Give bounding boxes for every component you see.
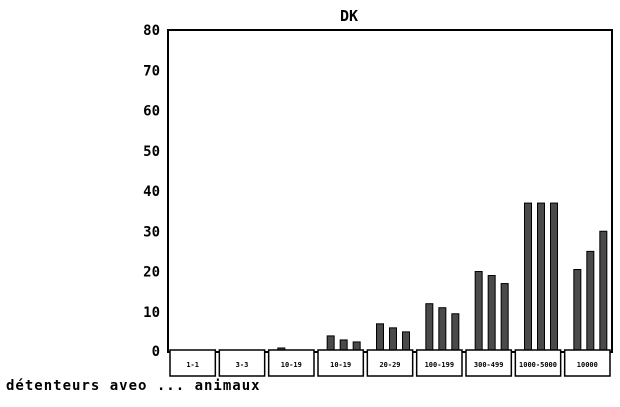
bar (474, 271, 483, 353)
x-tick-label: 10-19 (281, 361, 302, 369)
x-tick-label: 1000-5000 (519, 361, 557, 369)
x-category-box (218, 349, 266, 377)
y-axis: 0 10 20 30 40 50 60 70 80 (143, 23, 160, 360)
bar (376, 323, 384, 353)
chart-title: DK (340, 7, 358, 25)
bar (451, 313, 460, 353)
bar (586, 250, 595, 353)
y-tick-label: 30 (143, 224, 160, 240)
x-tick-label: 20-29 (379, 361, 400, 369)
y-tick-label: 10 (143, 305, 160, 321)
x-category-box (563, 349, 611, 377)
x-category-box (267, 349, 315, 377)
bar (537, 202, 545, 353)
x-tick-label: 10-19 (330, 361, 351, 369)
bar (524, 202, 532, 353)
x-tick-label: 1-1 (186, 361, 199, 369)
x-category-box (169, 349, 217, 377)
x-axis: 1-1 3-3 10-19 10-19 20-29 100-199 300-499 1000-… (169, 349, 611, 377)
x-category-box (366, 349, 414, 377)
bar (550, 202, 558, 353)
bar (425, 303, 434, 353)
x-category-box (415, 349, 463, 377)
y-tick-label: 70 (143, 63, 160, 79)
y-tick-label: 60 (143, 104, 160, 120)
y-tick-label: 0 (152, 344, 160, 360)
x-tick-label: 3-3 (236, 361, 249, 369)
y-tick-label: 40 (143, 184, 160, 200)
x-axis-label: détenteurs aveo ... animaux (6, 378, 261, 394)
bar (389, 327, 397, 353)
x-tick-label: 10000 (577, 361, 598, 369)
x-category-box (465, 349, 513, 377)
y-tick-label: 50 (143, 144, 160, 160)
x-tick-label: 100-199 (425, 361, 455, 369)
bar (599, 230, 608, 353)
bar (438, 307, 447, 353)
bar (402, 331, 410, 353)
bars-group (178, 202, 608, 353)
bar (487, 275, 496, 353)
x-tick-label: 300-499 (474, 361, 504, 369)
x-category-box (317, 349, 365, 377)
bar (573, 268, 582, 353)
bar (500, 283, 509, 353)
x-category-box (514, 349, 562, 377)
plot-frame (167, 29, 613, 353)
y-tick-label: 80 (143, 23, 160, 39)
y-tick-label: 20 (143, 265, 160, 281)
